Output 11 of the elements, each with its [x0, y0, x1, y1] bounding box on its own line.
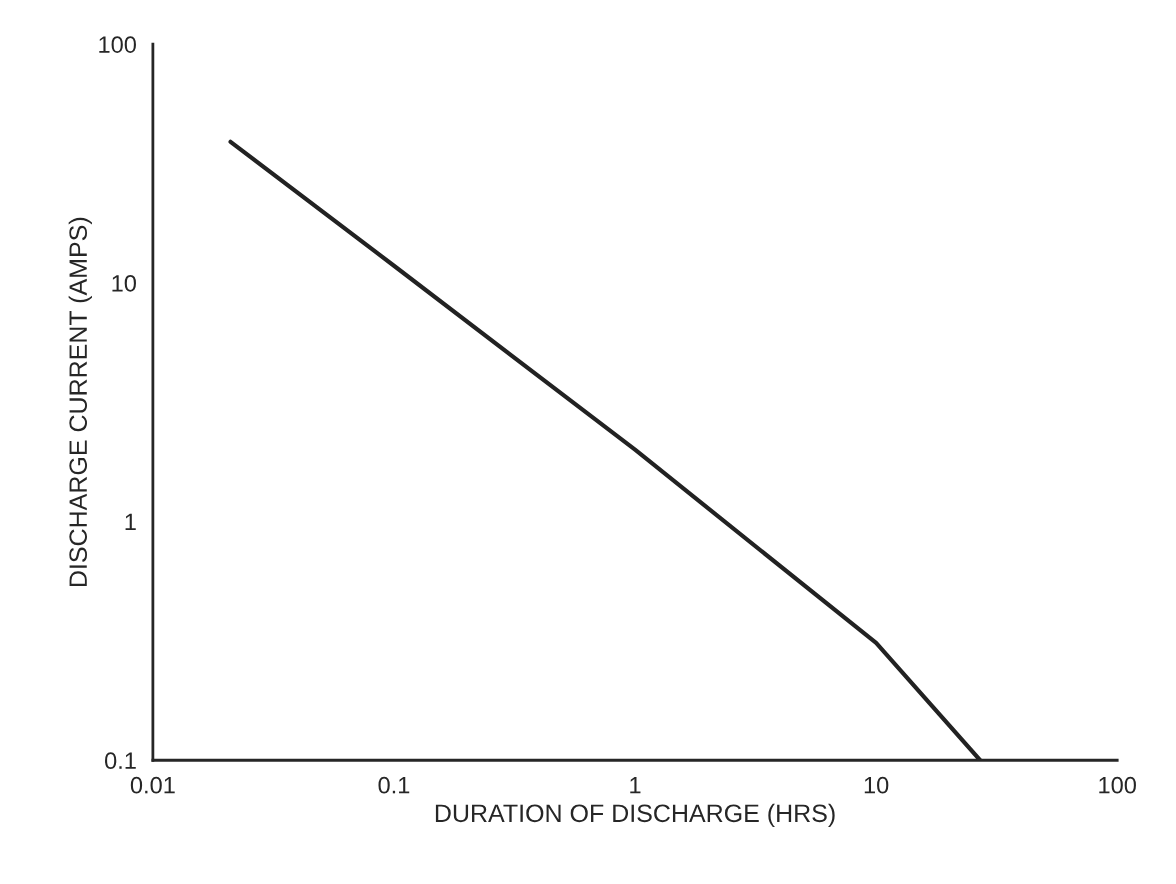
x-tick-label: 10 [864, 776, 889, 794]
x-tick-label: 1 [630, 777, 641, 794]
y-tick-label: 100 [99, 36, 136, 53]
y-axis-title: DISCHARGE CURRENT (AMPS) [68, 217, 92, 587]
y-tick-label: 0.1 [105, 752, 136, 770]
x-tick-label: 100 [1099, 776, 1136, 794]
x-tick-label: 0.1 [378, 776, 410, 794]
x-axis-title: DURATION OF DISCHARGE (HRS) [435, 803, 835, 828]
y-tick-label: 10 [112, 274, 136, 292]
x-tick-label: 0.01 [130, 776, 175, 794]
y-tick-label: 1 [125, 513, 136, 531]
